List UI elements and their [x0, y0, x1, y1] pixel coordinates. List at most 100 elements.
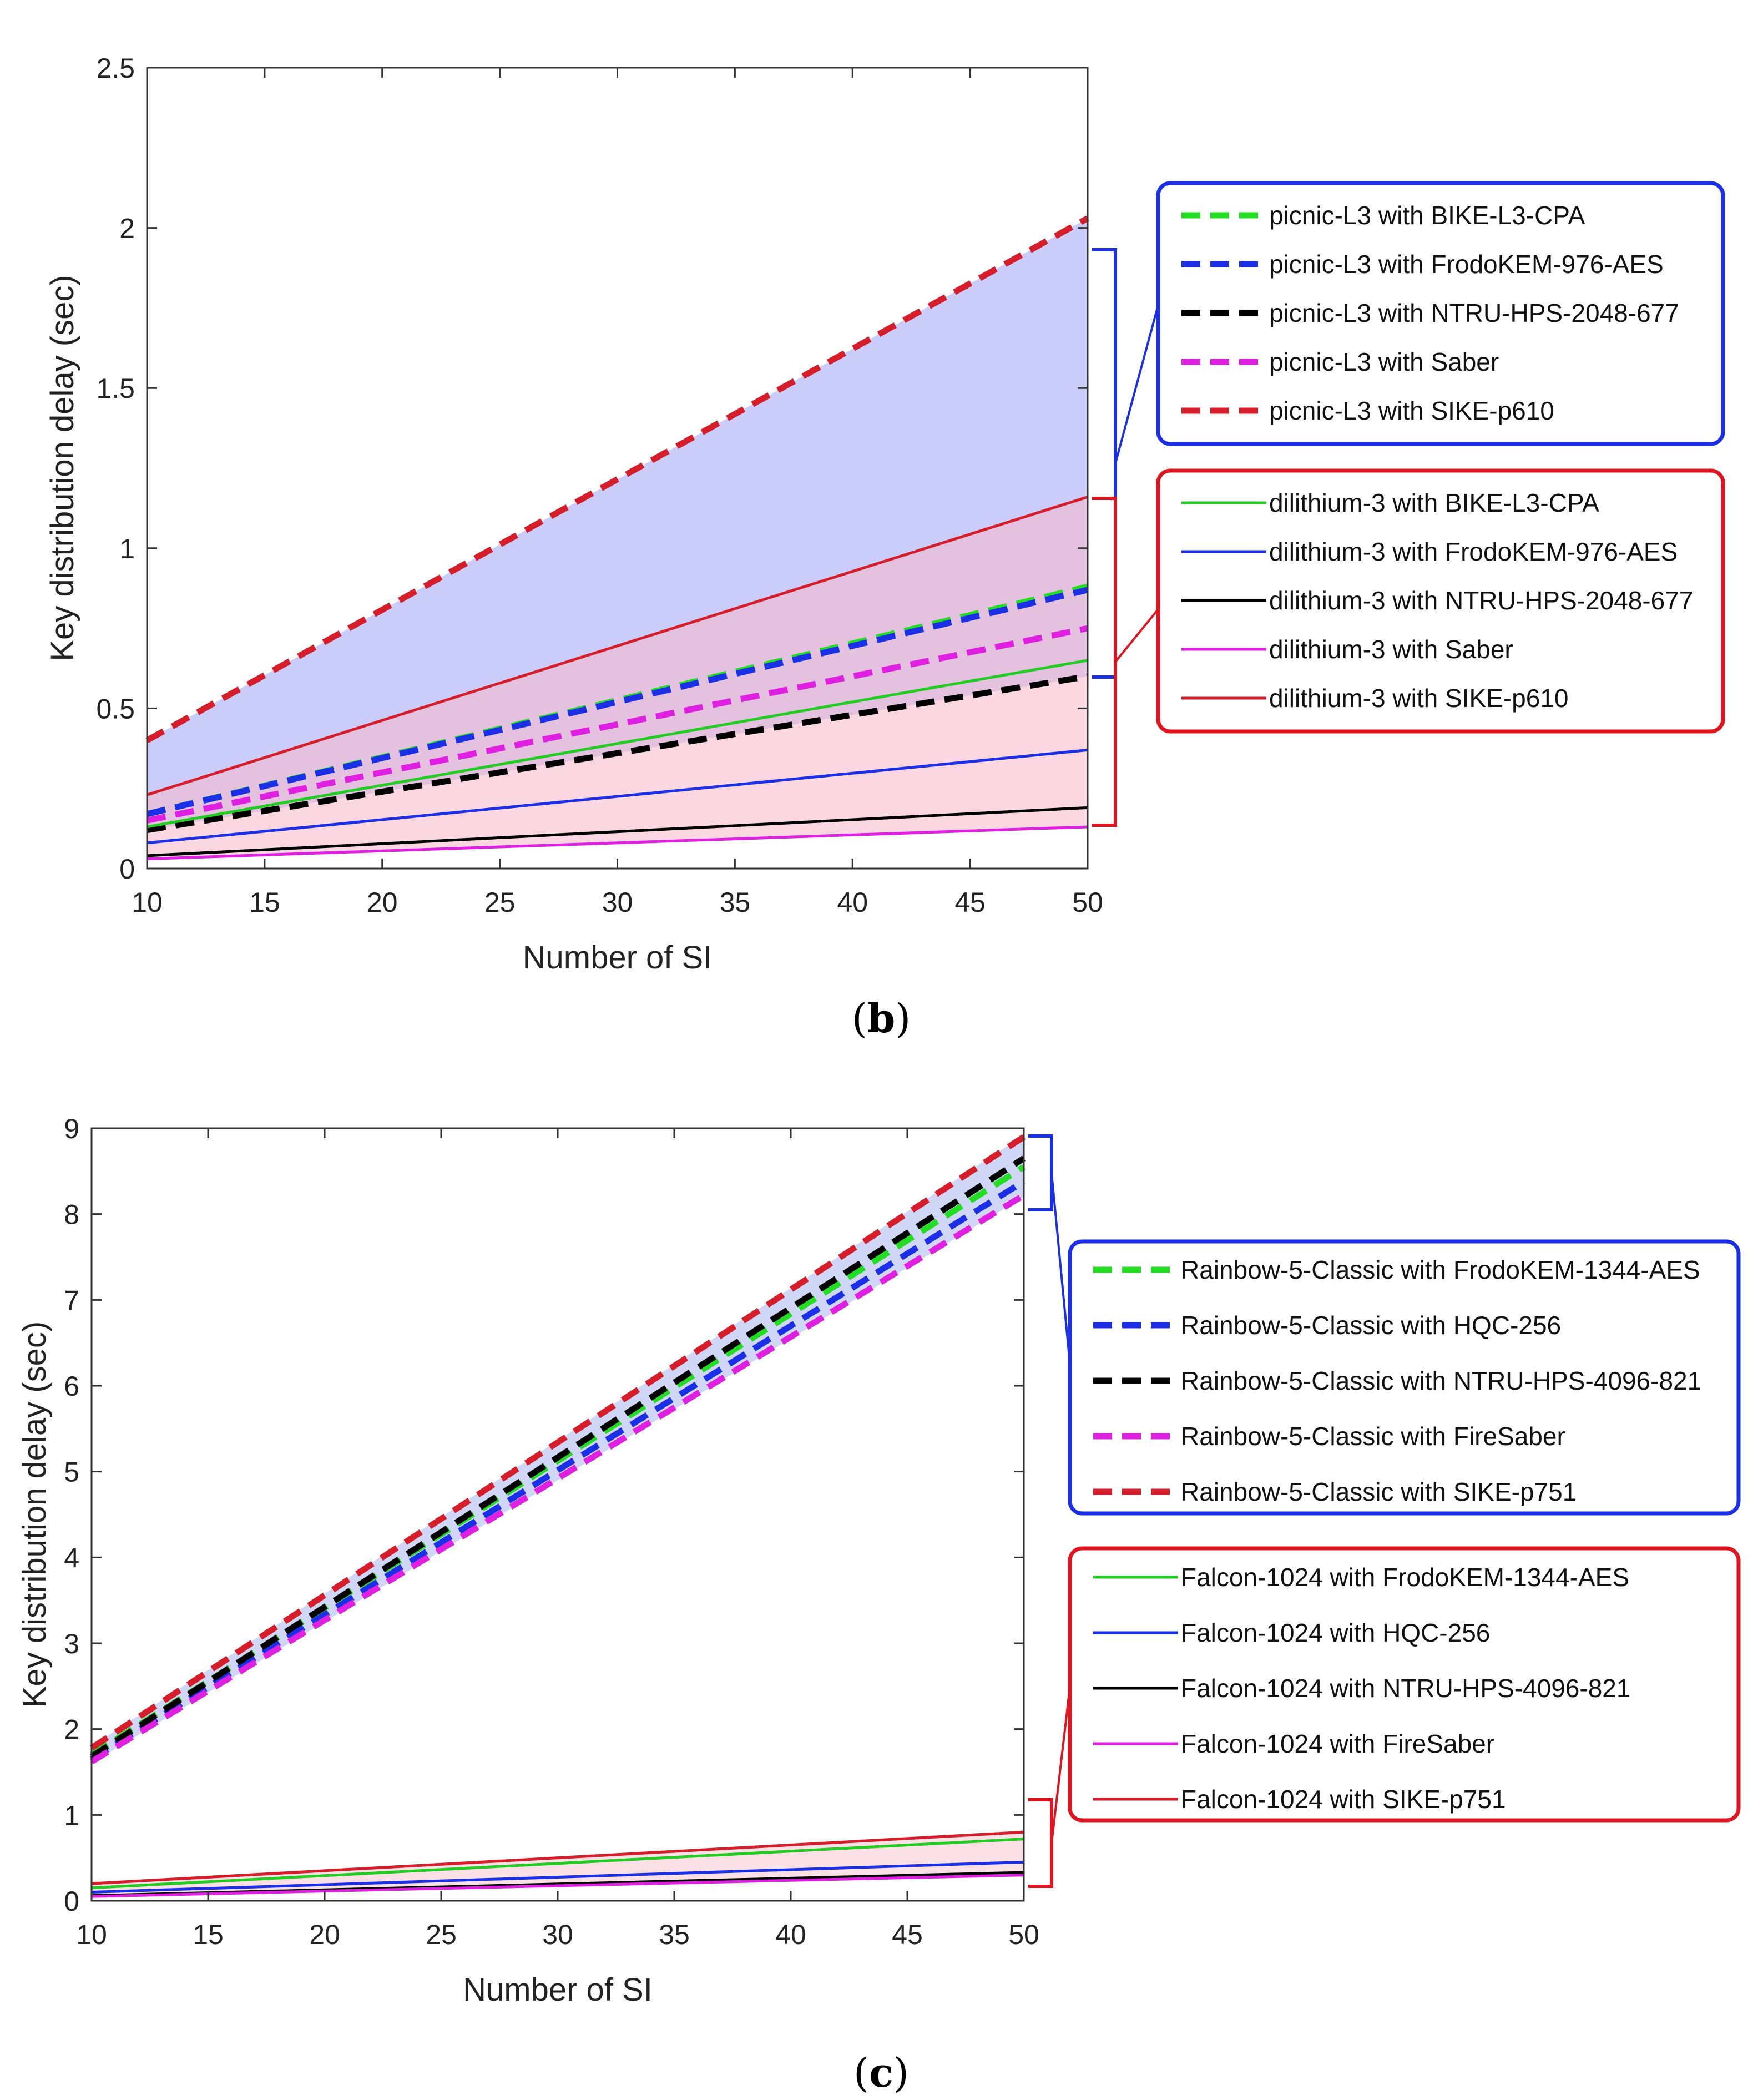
legend-connector: [1114, 608, 1159, 663]
y-axis-label: Key distribution delay (sec): [44, 275, 80, 661]
x-tick-label: 40: [775, 1919, 806, 1950]
x-axis-label: Number of SI: [523, 940, 713, 976]
legend-bracket: [1028, 1798, 1053, 1888]
x-tick-label: 25: [484, 887, 516, 918]
x-tick-label: 20: [309, 1919, 340, 1950]
y-tick-label: 0.5: [96, 693, 135, 724]
y-tick-label: 0: [119, 854, 135, 885]
legend-entry-label: Falcon-1024 with FrodoKEM-1344-AES: [1181, 1563, 1629, 1592]
legend-connector: [1050, 1173, 1071, 1364]
legend-solid-group: dilithium-3 with BIKE-L3-CPA dilithium-3 …: [1092, 468, 1725, 827]
series-line-8: [147, 825, 1088, 861]
band-solid: [147, 497, 1088, 859]
x-tick-label: 25: [426, 1919, 457, 1950]
x-tick-label: 30: [602, 887, 633, 918]
panel-label-open: (: [852, 995, 867, 1042]
legend-entry-label: dilithium-3 with BIKE-L3-CPA: [1269, 488, 1599, 517]
panel-label: (c): [853, 2049, 909, 2096]
legend-dashed-group: picnic-L3 with BIKE-L3-CPA picnic-L3 with…: [1092, 181, 1725, 679]
legend-entry-label: dilithium-3 with FrodoKEM-976-AES: [1269, 537, 1678, 566]
x-tick-label: 45: [892, 1919, 923, 1950]
legend-box: [1156, 468, 1725, 734]
y-tick-label: 1: [64, 1800, 79, 1831]
legend-solid-group: Falcon-1024 with FrodoKEM-1344-AES Falcon…: [1028, 1546, 1741, 1888]
x-tick-label: 50: [1008, 1919, 1039, 1950]
legend-entry-label: Falcon-1024 with HQC-256: [1181, 1618, 1490, 1647]
y-tick-label: 3: [64, 1628, 79, 1659]
series-line-2: [90, 1155, 1026, 1759]
x-tick-label: 15: [249, 887, 280, 918]
x-tick-label: 20: [367, 887, 398, 918]
x-tick-label: 45: [954, 887, 986, 918]
x-tick-label: 15: [193, 1919, 224, 1950]
legend-entry-label: Falcon-1024 with NTRU-HPS-4096-821: [1181, 1674, 1630, 1703]
panel-label-open: (: [853, 2049, 869, 2096]
legend-entry-label: Rainbow-5-Classic with FireSaber: [1181, 1422, 1565, 1451]
legend-entry-label: picnic-L3 with Saber: [1269, 347, 1499, 376]
legend-entry-label: picnic-L3 with BIKE-L3-CPA: [1269, 201, 1585, 230]
panel-label-close: ): [895, 995, 911, 1042]
series-line-5: [147, 659, 1088, 829]
legend-connector: [1114, 305, 1159, 464]
x-tick-label: 40: [837, 887, 868, 918]
legend-entry-label: Rainbow-5-Classic with FrodoKEM-1344-AES: [1181, 1255, 1700, 1284]
y-tick-label: 2.5: [96, 53, 135, 84]
y-axis-label: Key distribution delay (sec): [17, 1321, 53, 1708]
legend-bracket: [1092, 248, 1117, 679]
series-line-3: [146, 625, 1089, 824]
x-tick-label: 10: [132, 887, 163, 918]
series-line-9: [147, 496, 1088, 796]
legend-entry-label: Falcon-1024 with FireSaber: [1181, 1729, 1494, 1758]
x-axis-label: Number of SI: [463, 1972, 653, 2008]
y-tick-label: 5: [64, 1457, 79, 1488]
y-tick-label: 7: [64, 1285, 79, 1316]
series-line-4: [145, 215, 1089, 743]
panel-label-letter: b: [867, 995, 895, 1042]
y-tick-label: 2: [64, 1714, 79, 1745]
y-tick-label: 1: [119, 533, 135, 564]
legend-entry-label: picnic-L3 with FrodoKEM-976-AES: [1269, 250, 1664, 279]
legend-entry-label: dilithium-3 with Saber: [1269, 635, 1513, 664]
series-line-4: [89, 1134, 1026, 1751]
legend-entry-label: Falcon-1024 with SIKE-p751: [1181, 1785, 1506, 1814]
y-tick-label: 1.5: [96, 373, 135, 404]
series-line-9: [91, 1830, 1024, 1885]
series-line-5: [91, 1837, 1024, 1890]
legend-entry-label: dilithium-3 with SIKE-p610: [1269, 684, 1568, 713]
series-line-6: [147, 748, 1088, 845]
panel-label-close: ): [893, 2049, 909, 2096]
legend-bracket: [1028, 1134, 1053, 1211]
legend-entry-label: dilithium-3 with NTRU-HPS-2048-677: [1269, 586, 1693, 615]
legend-bracket: [1092, 497, 1117, 827]
chart-panel-b: 10 15 20 25 30 35 40 45 50 0 0.5 1 1.5 2 2.5 Number of …: [44, 53, 1725, 1042]
legend-connector: [1050, 1687, 1071, 1844]
legend-entry-label: picnic-L3 with NTRU-HPS-2048-677: [1269, 299, 1679, 327]
legend-entry-label: Rainbow-5-Classic with NTRU-HPS-4096-821: [1181, 1366, 1701, 1395]
series-line-1: [146, 587, 1089, 817]
legend-entry-label: picnic-L3 with SIKE-p610: [1269, 396, 1554, 425]
y-tick-label: 6: [64, 1371, 79, 1402]
series-line-8: [91, 1874, 1024, 1898]
series-line-2: [147, 673, 1088, 834]
series-line-3: [90, 1192, 1026, 1765]
x-tick-label: 30: [542, 1919, 573, 1950]
y-tick-label: 9: [64, 1113, 79, 1144]
y-tick-label: 2: [119, 213, 135, 244]
series-line-6: [91, 1860, 1024, 1894]
legend-box: [1068, 1546, 1741, 1823]
x-tick-label: 35: [659, 1919, 690, 1950]
x-tick-label: 50: [1072, 887, 1103, 918]
series-line-1: [90, 1179, 1026, 1762]
legend-box: [1156, 181, 1725, 446]
legend-dashed-group: Rainbow-5-Classic with FrodoKEM-1344-AES…: [1028, 1134, 1741, 1516]
panel-label-letter: c: [869, 2049, 893, 2096]
y-tick-label: 0: [64, 1886, 79, 1917]
x-tick-label: 35: [720, 887, 751, 918]
legend-entry-label: Rainbow-5-Classic with SIKE-p751: [1181, 1477, 1577, 1506]
band-dashed: [92, 1135, 1024, 1764]
legend-entry-label: Rainbow-5-Classic with HQC-256: [1181, 1311, 1561, 1340]
y-tick-label: 8: [64, 1199, 79, 1230]
series-line-7: [147, 806, 1088, 857]
panel-label: (b): [852, 995, 911, 1042]
